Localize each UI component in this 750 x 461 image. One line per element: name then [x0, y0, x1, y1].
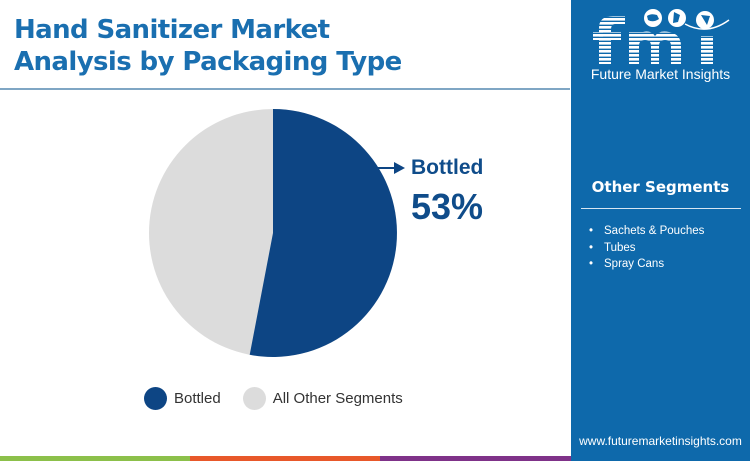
list-item-label: Spray Cans — [604, 258, 665, 270]
other-segments-heading: Other Segments — [591, 178, 730, 196]
bullet-icon: • — [589, 225, 594, 237]
bullet-icon: • — [589, 258, 594, 270]
pie-chart — [149, 109, 397, 357]
title-line-2: Analysis by Packaging Type — [14, 47, 402, 77]
list-item: • Spray Cans — [589, 256, 704, 273]
pie-slice-bottled — [249, 109, 397, 357]
list-item-label: Tubes — [604, 241, 636, 254]
logo-text: Future Market Insights — [590, 66, 731, 82]
legend-item-bottled: Bottled — [144, 387, 221, 410]
chart-legend: Bottled All Other Segments — [144, 387, 425, 410]
bullet-icon: • — [589, 241, 594, 254]
callout-label: Bottled — [411, 156, 484, 179]
list-item-label: Sachets & Pouches — [604, 225, 705, 237]
other-segments-list: • Sachets & Pouches • Tubes • Spray Cans — [589, 223, 704, 273]
legend-swatch-other — [242, 387, 266, 410]
title-divider — [0, 88, 570, 90]
sidebar-panel: Future Market Insights Other Segments • S… — [571, 0, 750, 461]
legend-item-other-segments: All Other Segments — [242, 387, 403, 410]
page-title: Hand Sanitizer Market Analysis by Packag… — [14, 14, 564, 78]
legend-label: Bottled — [174, 390, 221, 407]
sidebar-divider — [581, 208, 741, 209]
website-url: www.futuremarketinsights.com — [579, 434, 742, 448]
footer-bar-green — [0, 456, 190, 461]
list-item: • Tubes — [589, 240, 704, 257]
title-line-1: Hand Sanitizer Market — [14, 15, 330, 45]
fmi-logo-icon — [593, 9, 730, 64]
legend-label: All Other Segments — [272, 390, 403, 407]
footer-bar-orange — [190, 456, 380, 461]
list-item: • Sachets & Pouches — [589, 223, 704, 240]
footer-bar-purple — [380, 456, 571, 461]
legend-swatch-bottled — [144, 387, 167, 410]
callout-value: 53% — [411, 186, 484, 227]
arrow-right-icon — [375, 162, 405, 174]
